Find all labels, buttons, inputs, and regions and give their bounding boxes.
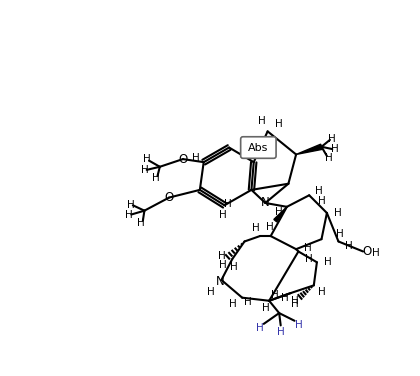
Text: H: H xyxy=(219,209,227,220)
Text: H: H xyxy=(372,248,380,258)
Text: O: O xyxy=(178,153,188,165)
Text: N: N xyxy=(261,197,270,209)
Text: Abs: Abs xyxy=(248,143,268,153)
Text: O: O xyxy=(362,245,372,258)
Text: H: H xyxy=(295,320,303,331)
Text: O: O xyxy=(164,191,174,204)
Text: N: N xyxy=(215,275,224,288)
Text: H: H xyxy=(277,327,285,337)
Text: H: H xyxy=(244,297,252,306)
Text: H: H xyxy=(275,119,282,129)
Text: H: H xyxy=(326,153,333,162)
Text: H: H xyxy=(315,186,322,196)
Polygon shape xyxy=(296,144,322,155)
Text: H: H xyxy=(224,199,232,209)
Text: H: H xyxy=(328,134,336,144)
Text: H: H xyxy=(256,323,264,334)
Text: H: H xyxy=(271,290,279,300)
Text: H: H xyxy=(219,259,227,270)
Text: H: H xyxy=(152,173,160,183)
Text: H: H xyxy=(304,243,312,253)
Text: H: H xyxy=(291,296,299,306)
Text: H: H xyxy=(305,254,313,264)
Text: H: H xyxy=(192,153,200,162)
Text: H: H xyxy=(318,287,326,297)
Text: H: H xyxy=(230,262,238,272)
Text: H: H xyxy=(345,241,353,251)
Text: H: H xyxy=(336,229,344,239)
Text: H: H xyxy=(331,144,339,154)
Text: H: H xyxy=(262,303,270,314)
Text: H: H xyxy=(229,299,237,309)
Text: H: H xyxy=(125,210,133,220)
Text: H: H xyxy=(281,293,289,303)
Text: H: H xyxy=(252,223,260,233)
Text: H: H xyxy=(334,208,341,218)
Text: H: H xyxy=(324,257,331,267)
Text: H: H xyxy=(257,115,265,126)
Text: H: H xyxy=(141,165,148,175)
Text: H: H xyxy=(127,200,134,209)
Text: H: H xyxy=(218,251,225,261)
Text: H: H xyxy=(318,196,326,206)
FancyBboxPatch shape xyxy=(241,137,276,158)
Text: H: H xyxy=(275,207,283,217)
Text: H: H xyxy=(207,287,215,297)
Text: H: H xyxy=(291,299,299,309)
Text: H: H xyxy=(266,222,274,232)
Text: H: H xyxy=(137,218,145,228)
Text: H: H xyxy=(143,154,151,164)
Polygon shape xyxy=(274,207,287,222)
